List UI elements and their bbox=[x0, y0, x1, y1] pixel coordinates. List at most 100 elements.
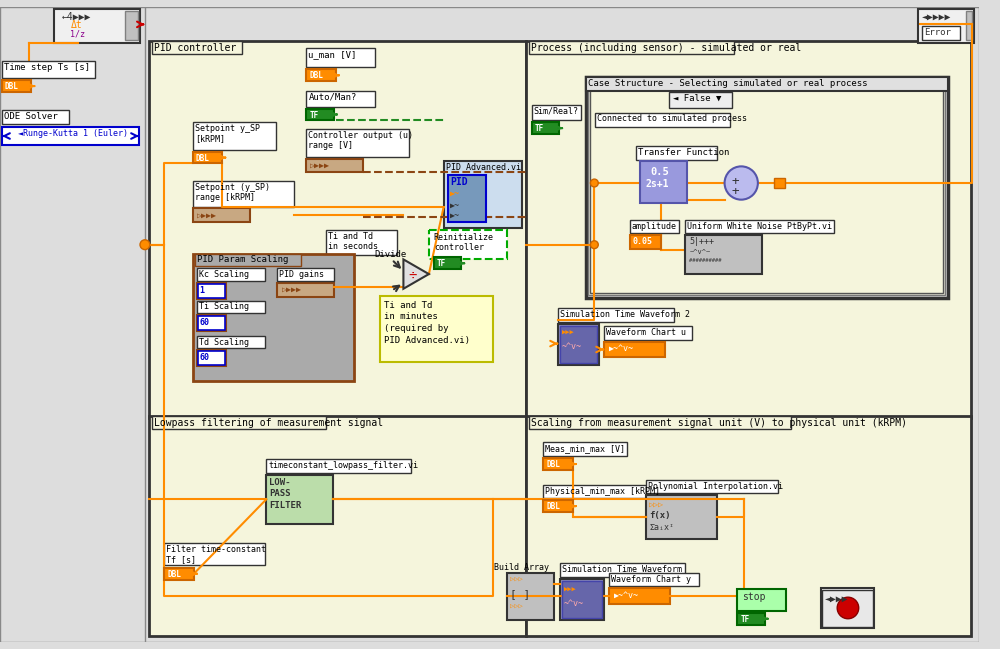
Text: ▷▶▶▶: ▷▶▶▶ bbox=[282, 285, 302, 294]
Bar bbox=[197, 336, 265, 349]
Text: DBL: DBL bbox=[5, 82, 19, 91]
Bar bbox=[197, 283, 226, 299]
Bar bbox=[966, 10, 972, 40]
Bar bbox=[560, 563, 685, 576]
Text: Waveform Chart u: Waveform Chart u bbox=[606, 328, 686, 337]
Bar bbox=[277, 268, 334, 281]
Bar bbox=[685, 220, 834, 233]
Text: ◄Runge-Kutta 1 (Euler): ◄Runge-Kutta 1 (Euler) bbox=[18, 129, 128, 138]
Text: ▷▷▷: ▷▷▷ bbox=[510, 604, 523, 610]
Bar bbox=[595, 112, 730, 127]
Text: Auto/Man?: Auto/Man? bbox=[308, 93, 357, 102]
Bar bbox=[604, 326, 692, 339]
Bar bbox=[2, 60, 95, 79]
Text: Meas_min_max [V]: Meas_min_max [V] bbox=[545, 445, 625, 454]
Bar bbox=[448, 175, 486, 222]
Text: Filter time-constant: Filter time-constant bbox=[166, 545, 266, 554]
Text: Uniform White Noise PtByPt.vi: Uniform White Noise PtByPt.vi bbox=[687, 222, 832, 231]
Bar bbox=[558, 308, 674, 322]
Bar bbox=[193, 208, 250, 222]
Text: PID Param Scaling: PID Param Scaling bbox=[197, 256, 288, 265]
Text: in seconds: in seconds bbox=[328, 242, 378, 251]
Text: Setpoint y_SP: Setpoint y_SP bbox=[195, 124, 260, 133]
Bar bbox=[529, 41, 734, 54]
Bar bbox=[434, 258, 461, 269]
Bar bbox=[507, 572, 554, 620]
Bar bbox=[149, 41, 526, 418]
Text: Process (including sensor) - simulated or real: Process (including sensor) - simulated o… bbox=[531, 43, 801, 53]
Text: DBL: DBL bbox=[546, 502, 560, 511]
Text: Time step Ts [s]: Time step Ts [s] bbox=[4, 62, 90, 71]
Text: ▶~: ▶~ bbox=[450, 201, 460, 210]
Text: Simulation Time Waveform: Simulation Time Waveform bbox=[562, 565, 682, 574]
Bar bbox=[532, 122, 559, 134]
Text: 60: 60 bbox=[200, 354, 210, 362]
Text: ▶▶▶: ▶▶▶ bbox=[564, 587, 577, 593]
Text: Controller output (u): Controller output (u) bbox=[308, 131, 413, 140]
Text: DBL: DBL bbox=[309, 71, 323, 80]
Circle shape bbox=[590, 179, 598, 187]
Bar bbox=[198, 284, 225, 298]
Bar bbox=[586, 77, 948, 91]
Bar bbox=[149, 416, 526, 637]
Text: DBL: DBL bbox=[167, 570, 181, 579]
Bar bbox=[266, 475, 333, 524]
Bar bbox=[444, 162, 522, 228]
Text: Transfer Function: Transfer Function bbox=[638, 148, 730, 157]
Text: 1: 1 bbox=[200, 286, 205, 295]
Text: PID Advanced.vi: PID Advanced.vi bbox=[446, 164, 521, 173]
Bar bbox=[277, 283, 334, 297]
Text: Simulation Time Waveform 2: Simulation Time Waveform 2 bbox=[560, 310, 690, 319]
Circle shape bbox=[725, 166, 758, 200]
Bar bbox=[193, 254, 354, 381]
Bar bbox=[609, 572, 699, 587]
Bar bbox=[306, 48, 375, 67]
Text: [ ]: [ ] bbox=[510, 589, 530, 600]
Bar bbox=[306, 108, 334, 120]
Text: ◄▶▶▶: ◄▶▶▶ bbox=[825, 593, 849, 604]
Bar bbox=[197, 300, 265, 313]
Text: ~^v~: ~^v~ bbox=[564, 599, 584, 608]
Bar bbox=[543, 485, 646, 498]
Text: timeconstant_lowpass_filter.vi: timeconstant_lowpass_filter.vi bbox=[268, 461, 418, 470]
Bar bbox=[164, 543, 265, 565]
Text: Sim/Real?: Sim/Real? bbox=[534, 106, 579, 116]
Bar bbox=[125, 10, 138, 40]
Text: ODE Solver: ODE Solver bbox=[4, 112, 58, 121]
Circle shape bbox=[140, 239, 150, 250]
Text: PASS: PASS bbox=[269, 489, 291, 498]
Bar bbox=[529, 416, 791, 429]
Text: Scaling from measurement signal unit (V) to physical unit (kRPM): Scaling from measurement signal unit (V)… bbox=[531, 418, 907, 428]
Bar bbox=[195, 254, 301, 266]
Text: TF: TF bbox=[309, 110, 319, 119]
Bar bbox=[532, 104, 581, 120]
Bar bbox=[54, 8, 140, 43]
Text: ◄ False ▼: ◄ False ▼ bbox=[673, 94, 721, 103]
Text: PID Advanced.vi): PID Advanced.vi) bbox=[384, 336, 470, 345]
Bar bbox=[630, 235, 661, 249]
Bar bbox=[636, 146, 717, 160]
Bar bbox=[306, 69, 336, 81]
Bar bbox=[197, 350, 226, 366]
Bar bbox=[918, 8, 974, 43]
Text: ←4▶▶▶: ←4▶▶▶ bbox=[62, 12, 91, 21]
Text: Case Structure - Selecting simulated or real process: Case Structure - Selecting simulated or … bbox=[588, 79, 868, 88]
Bar bbox=[588, 80, 945, 295]
Bar bbox=[774, 178, 785, 188]
Bar bbox=[193, 122, 276, 150]
Bar bbox=[306, 129, 409, 156]
Circle shape bbox=[590, 241, 598, 249]
Text: Kc Scaling: Kc Scaling bbox=[199, 270, 249, 279]
Polygon shape bbox=[403, 260, 429, 289]
Text: ▶~: ▶~ bbox=[450, 189, 460, 198]
Text: Ti and Td: Ti and Td bbox=[328, 232, 373, 241]
Text: Connected to simulated process: Connected to simulated process bbox=[597, 114, 747, 123]
Bar bbox=[630, 220, 679, 233]
Bar bbox=[560, 326, 597, 363]
Bar bbox=[266, 459, 411, 473]
Text: range [kRPM]: range [kRPM] bbox=[195, 193, 255, 202]
Bar bbox=[669, 92, 732, 108]
Bar bbox=[737, 613, 765, 624]
Text: 5|+++: 5|+++ bbox=[689, 237, 714, 246]
Bar bbox=[922, 27, 960, 40]
